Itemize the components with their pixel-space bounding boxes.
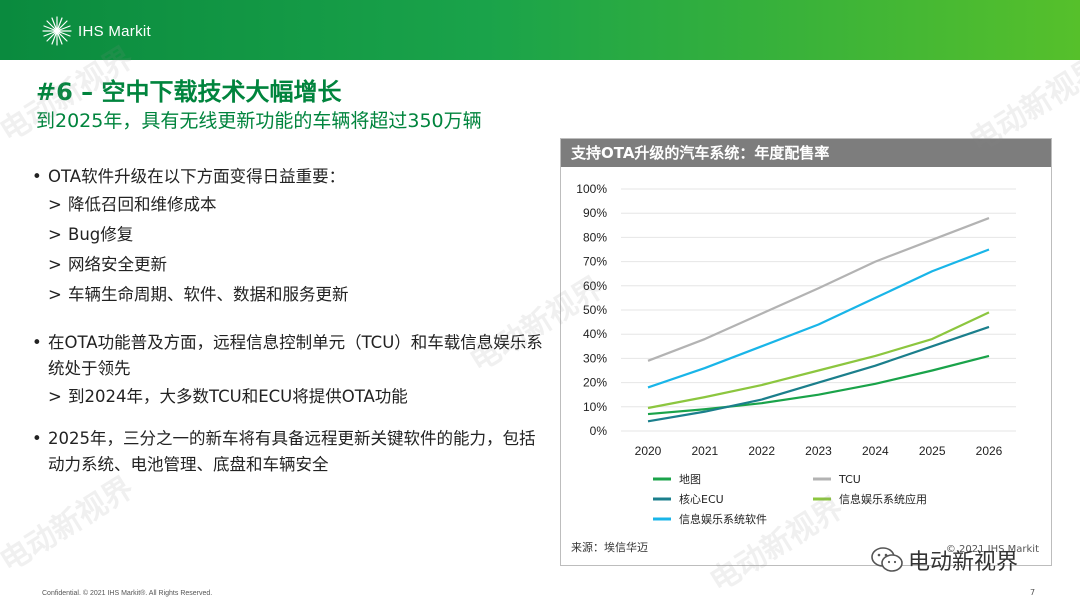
y-tick-label: 70% <box>583 255 607 269</box>
sub-bullet: > 车辆生命周期、软件、数据和服务更新 <box>30 280 550 310</box>
sub-bullet-text: Bug修复 <box>68 225 134 244</box>
legend-label: 地图 <box>679 473 701 486</box>
wechat-icon <box>871 547 903 572</box>
sub-marker: > <box>48 387 62 406</box>
y-tick-label: 80% <box>583 230 607 244</box>
wechat-badge: 电动新视界 <box>870 544 1018 576</box>
sub-bullet-text: 降低召回和维修成本 <box>68 195 217 214</box>
bullet-item: 在OTA功能普及方面，远程信息控制单元（TCU）和车载信息娱乐系统处于领先 <box>30 330 550 382</box>
page-number: 7 <box>1030 588 1036 597</box>
bullet-item: OTA软件升级在以下方面变得日益重要： <box>30 164 550 190</box>
chart-source: 来源：埃信华迈 <box>571 541 648 554</box>
page-title: #6 – 空中下载技术大幅增长 <box>36 78 342 106</box>
sub-bullet: > 降低召回和维修成本 <box>30 190 550 220</box>
legend-label: 核心ECU <box>679 492 724 506</box>
chart-panel: 支持OTA升级的汽车系统：年度配售率 0% 10% 20% 30% 40% 50% 60% 7… <box>560 138 1052 566</box>
y-tick-label: 90% <box>583 206 607 220</box>
footer-confidential: Confidential. © 2021 IHS Markit®. All Ri… <box>42 590 213 597</box>
x-tick-label: 2026 <box>976 444 1003 458</box>
y-tick-label: 50% <box>583 303 607 317</box>
x-tick-label: 2022 <box>748 444 775 458</box>
bullet-list: OTA软件升级在以下方面变得日益重要： > 降低召回和维修成本 > Bug修复 > 网… <box>30 164 550 478</box>
sub-marker: > <box>48 225 62 244</box>
series-line-0 <box>647 354 990 416</box>
header-bar: IHS Markit <box>0 0 1080 60</box>
x-tick-label: 2020 <box>635 444 662 458</box>
sub-marker: > <box>48 195 62 214</box>
bullet-item: 2025年，三分之一的新车将有具备远程更新关键软件的能力，包括动力系统、电池管理… <box>30 426 550 478</box>
y-tick-label: 40% <box>583 327 607 341</box>
logo-text: IHS Markit <box>78 22 152 40</box>
sub-bullet-text: 网络安全更新 <box>68 255 167 274</box>
legend-label: 信息娱乐系统应用 <box>839 492 927 506</box>
chart-copyright: © 2021 IHS Markit <box>945 544 1039 555</box>
sub-bullet-text: 到2024年，大多数TCU和ECU将提供OTA功能 <box>68 387 408 406</box>
sub-bullet-text: 车辆生命周期、软件、数据和服务更新 <box>68 285 349 304</box>
sub-bullet: > 到2024年，大多数TCU和ECU将提供OTA功能 <box>30 382 550 412</box>
sub-marker: > <box>48 255 62 274</box>
y-tick-label: 30% <box>583 351 607 365</box>
y-tick-label: 60% <box>583 279 607 293</box>
chart-title: 支持OTA升级的汽车系统：年度配售率 <box>561 139 1051 167</box>
x-tick-label: 2023 <box>805 444 832 458</box>
x-tick-label: 2024 <box>862 444 889 458</box>
legend-label: 信息娱乐系统软件 <box>679 512 767 526</box>
x-tick-label: 2025 <box>919 444 946 458</box>
legend-label: TCU <box>838 473 861 486</box>
watermark: 电动新视界 <box>0 470 140 580</box>
sub-marker: > <box>48 285 62 304</box>
ihs-markit-logo: IHS Markit <box>40 14 151 48</box>
x-tick-label: 2021 <box>691 444 718 458</box>
y-tick-label: 100% <box>576 182 607 196</box>
wechat-label: 电动新视界 <box>908 550 1019 575</box>
sub-bullet: > 网络安全更新 <box>30 250 550 280</box>
series-line-1 <box>647 217 990 362</box>
y-tick-label: 20% <box>583 376 607 390</box>
page-subtitle: 到2025年，具有无线更新功能的车辆将超过350万辆 <box>36 110 482 132</box>
y-tick-label: 0% <box>590 424 608 438</box>
y-tick-label: 10% <box>583 400 607 414</box>
sub-bullet: > Bug修复 <box>30 220 550 250</box>
starburst-logo-icon <box>42 16 72 46</box>
line-chart: 0% 10% 20% 30% 40% 50% 60% 70% 80% 90% 100% 2020 202… <box>576 182 1016 526</box>
series-line-4 <box>647 248 990 389</box>
